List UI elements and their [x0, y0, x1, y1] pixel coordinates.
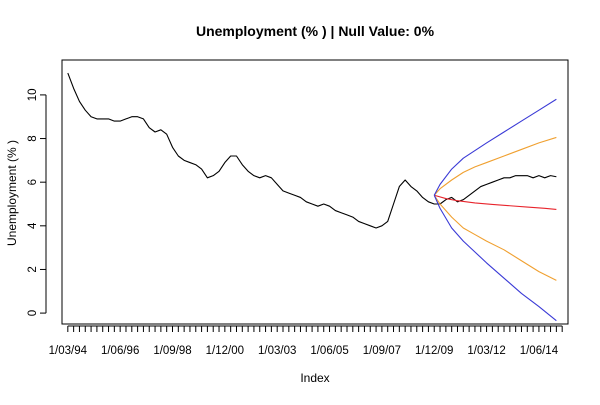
y-tick-label: 2: [27, 266, 39, 272]
x-tick-label: 1/03/94: [49, 345, 88, 357]
plot-frame: [61, 59, 569, 325]
x-axis: 1/03/94 1/06/96 1/09/98 1/12/00 1/03/03 1/06/…: [49, 325, 563, 357]
x-tick-label: 1/12/09: [415, 345, 453, 357]
y-tick-label: 4: [27, 222, 39, 229]
y-axis-label: Unemployment (% ): [5, 140, 19, 246]
x-axis-label: Index: [300, 371, 329, 385]
chart-title: Unemployment (% ) | Null Value: 0%: [196, 23, 435, 39]
x-tick-label: 1/06/96: [101, 345, 139, 357]
x-tick-label: 1/03/03: [258, 345, 296, 357]
x-tick-label: 1/06/14: [520, 345, 559, 357]
y-tick-label: 10: [27, 89, 39, 102]
series-line-forecast-mean: [434, 194, 557, 210]
series-layer: [67, 72, 557, 322]
series-line-actual: [67, 72, 557, 229]
series-line-lower-95: [433, 195, 557, 322]
series-line-upper-95: [433, 98, 557, 196]
y-axis: 0 2 4 6 8 10: [27, 89, 47, 316]
y-tick-label: 6: [27, 179, 39, 185]
x-tick-label: 1/09/98: [153, 345, 191, 357]
series-line-upper-80: [433, 136, 557, 196]
y-tick-label: 8: [27, 135, 39, 141]
x-tick-label: 1/12/00: [206, 345, 244, 357]
series-line-lower-80: [433, 194, 557, 281]
x-tick-label: 1/09/07: [363, 345, 401, 357]
x-tick-label: 1/03/12: [467, 345, 505, 357]
y-tick-label: 0: [27, 310, 39, 316]
x-tick-label: 1/06/05: [310, 345, 348, 357]
